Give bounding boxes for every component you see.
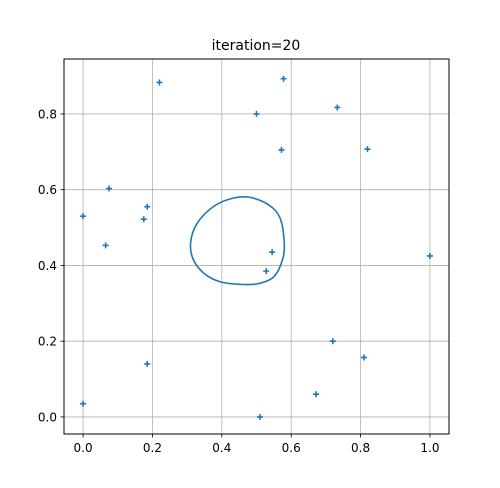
x-tick-label: 0.4	[212, 441, 231, 455]
y-tick-label: 0.2	[38, 335, 57, 349]
data-point	[426, 252, 433, 259]
curve-series	[189, 195, 286, 286]
data-point	[329, 338, 336, 345]
data-point	[278, 146, 285, 153]
axis-ticks: 0.0 0.2 0.4 0.6 0.8 1.0 0.0 0.2 0.4 0.6 0.8	[38, 107, 440, 455]
data-point	[140, 216, 147, 223]
data-point	[80, 213, 87, 220]
data-point	[102, 242, 109, 249]
x-tick-label: 0.6	[282, 441, 301, 455]
data-point	[269, 249, 276, 256]
y-tick-label: 0.0	[38, 410, 57, 424]
data-point	[156, 79, 163, 86]
curve-line	[189, 195, 286, 286]
chart-title: iteration=20	[212, 38, 301, 54]
y-tick-label: 0.4	[38, 259, 57, 273]
data-point	[256, 413, 263, 420]
y-tick-label: 0.8	[38, 107, 57, 121]
data-point	[263, 268, 270, 275]
x-tick-label: 0.8	[351, 441, 370, 455]
point-series	[80, 75, 433, 420]
data-point	[253, 110, 260, 117]
data-point	[364, 146, 371, 153]
x-tick-label: 1.0	[420, 441, 439, 455]
data-point	[144, 360, 151, 367]
y-tick-label: 0.6	[38, 183, 57, 197]
data-point	[280, 75, 287, 82]
data-point	[361, 354, 368, 361]
data-point	[334, 104, 341, 111]
data-point	[313, 391, 320, 398]
grid	[64, 59, 449, 434]
data-point	[144, 203, 151, 210]
x-tick-label: 0.0	[74, 441, 93, 455]
x-tick-label: 0.2	[143, 441, 162, 455]
plot-frame	[63, 58, 450, 435]
data-point	[106, 185, 113, 192]
data-point	[80, 400, 87, 407]
